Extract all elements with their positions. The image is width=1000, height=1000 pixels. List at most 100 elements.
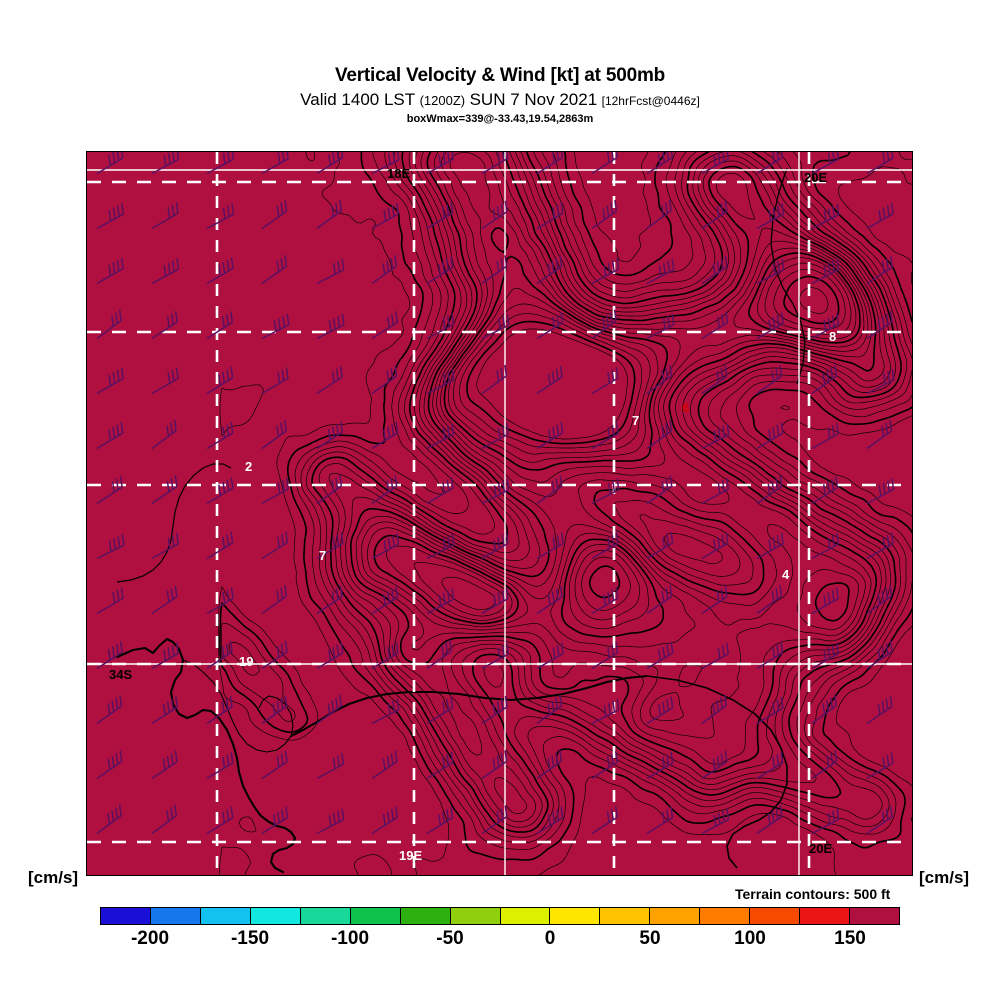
wind-barb bbox=[646, 531, 674, 560]
coastline-inner bbox=[182, 659, 294, 753]
wind-barb bbox=[426, 256, 454, 285]
wind-barb bbox=[96, 421, 124, 450]
wind-barb bbox=[646, 696, 674, 725]
colorbar-segment bbox=[101, 908, 151, 924]
terrain-contour-line bbox=[220, 152, 912, 851]
wind-barb bbox=[646, 641, 674, 670]
wind-barb bbox=[591, 586, 619, 615]
wind-barb bbox=[756, 585, 783, 615]
wind-barb bbox=[426, 639, 453, 670]
wind-barb bbox=[151, 532, 179, 560]
wind-barb bbox=[591, 199, 618, 230]
units-label-left: [cm/s] bbox=[28, 868, 79, 887]
terrain-contour-line bbox=[350, 152, 878, 773]
wind-barb bbox=[206, 531, 234, 560]
colorbar-tick: -100 bbox=[330, 928, 370, 949]
wind-barb bbox=[371, 152, 400, 175]
wind-barb bbox=[591, 366, 619, 395]
page-title: Vertical Velocity & Wind [kt] at 500mb bbox=[334, 65, 666, 86]
terrain-contour-line bbox=[228, 152, 912, 844]
wind-barb bbox=[811, 694, 837, 725]
colorbar-tick: -200 bbox=[130, 928, 170, 949]
wind-barb bbox=[811, 532, 840, 560]
wind-barb bbox=[701, 311, 729, 340]
wind-barb bbox=[481, 642, 510, 670]
colorbar-segment bbox=[700, 908, 751, 924]
wind-barb bbox=[151, 475, 178, 505]
wind-barb bbox=[481, 313, 510, 340]
wind-barb bbox=[866, 152, 894, 175]
coastline bbox=[115, 637, 297, 874]
wind-barb bbox=[591, 532, 619, 560]
terrain-contour-line bbox=[367, 152, 865, 721]
terrain-contour-line bbox=[355, 152, 873, 765]
wind-barb bbox=[866, 478, 895, 505]
wind-barb bbox=[866, 695, 893, 725]
wind-barb bbox=[756, 203, 785, 230]
wind-barb bbox=[756, 312, 784, 340]
wind-barb bbox=[261, 313, 290, 340]
wind-barb bbox=[261, 367, 289, 395]
wind-barb bbox=[811, 750, 838, 780]
wind-barb bbox=[481, 364, 508, 395]
wind-barb bbox=[96, 152, 124, 175]
wind-barb bbox=[756, 422, 784, 450]
wind-barb bbox=[536, 806, 564, 835]
wind-barb bbox=[701, 477, 730, 505]
wind-barb bbox=[701, 694, 727, 725]
wind-barb bbox=[536, 749, 563, 780]
colorbar-segment bbox=[500, 908, 551, 924]
wind-barb bbox=[701, 423, 730, 450]
wind-barb bbox=[811, 203, 840, 230]
map-overlays bbox=[87, 152, 912, 875]
colorbar-segment bbox=[450, 908, 501, 924]
wind-barb bbox=[206, 477, 234, 505]
wind-barb bbox=[866, 640, 893, 670]
wind-barb bbox=[811, 808, 840, 835]
wind-barb bbox=[811, 152, 840, 175]
wind-barb bbox=[261, 584, 288, 615]
colorbar-segment bbox=[650, 908, 701, 924]
wind-barb bbox=[756, 641, 784, 670]
wind-barb bbox=[371, 642, 399, 670]
wind-barb bbox=[481, 478, 510, 505]
terrain-contour-line bbox=[345, 152, 885, 815]
wind-barb bbox=[426, 423, 455, 450]
subtitle-utc-time: (1200Z) bbox=[419, 93, 466, 108]
terrain-contour-line bbox=[414, 262, 852, 621]
wind-barb bbox=[316, 753, 345, 780]
wind-barb bbox=[316, 199, 343, 230]
colorbar-segment bbox=[800, 908, 851, 924]
wind-barb bbox=[646, 419, 673, 450]
boxwmax-annotation: boxWmax=339@-33.43,19.54,2863m bbox=[406, 113, 594, 125]
wind-barb bbox=[316, 694, 343, 725]
terrain-contour-line bbox=[386, 257, 857, 630]
colorbar-tick: 150 bbox=[834, 928, 866, 949]
wind-barb bbox=[261, 695, 288, 725]
wind-barb bbox=[96, 694, 123, 725]
colorbar-tick: 0 bbox=[544, 928, 556, 949]
colorbar[interactable] bbox=[100, 907, 900, 925]
wind-barb bbox=[536, 532, 564, 560]
wind-barb bbox=[591, 152, 619, 175]
wind-barb bbox=[206, 751, 234, 780]
wind-barb bbox=[261, 152, 289, 175]
wind-barb bbox=[536, 642, 564, 670]
wind-barb bbox=[316, 365, 343, 395]
wind-barb bbox=[866, 368, 895, 395]
wind-barb bbox=[151, 202, 179, 230]
wind-barb bbox=[96, 367, 124, 395]
wind-barb bbox=[206, 311, 234, 340]
wind-barb bbox=[866, 310, 893, 340]
wind-barb bbox=[866, 584, 893, 615]
wind-barb bbox=[426, 751, 454, 780]
wind-barb bbox=[261, 806, 289, 835]
wind-barb bbox=[371, 202, 399, 230]
wind-barb bbox=[756, 751, 784, 780]
wind-barb bbox=[481, 532, 509, 560]
colorbar-tick: -50 bbox=[436, 928, 464, 949]
terrain-contour-line bbox=[219, 152, 912, 861]
terrain-contour-line bbox=[311, 152, 902, 833]
wind-barb bbox=[701, 365, 728, 395]
map-panel[interactable]: 18E20E34S34S19E20E19278647 bbox=[86, 151, 913, 876]
